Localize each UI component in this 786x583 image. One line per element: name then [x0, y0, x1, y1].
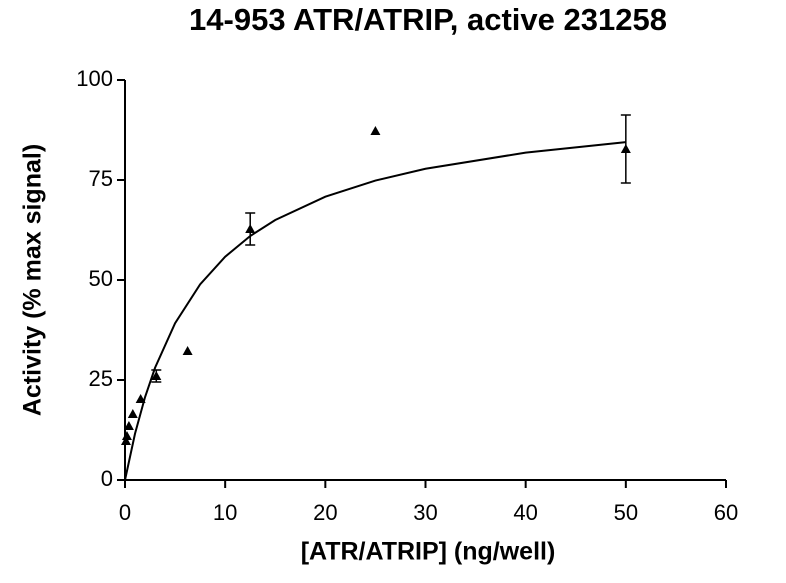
data-point	[151, 371, 162, 380]
data-point	[120, 436, 131, 445]
x-tick-label: 60	[714, 500, 738, 525]
data-point	[620, 144, 631, 153]
y-tick-label: 100	[76, 66, 113, 91]
x-tick-label: 0	[119, 500, 131, 525]
x-tick-label: 50	[614, 500, 638, 525]
x-axis-label: [ATR/ATRIP] (ng/well)	[301, 538, 556, 566]
y-axis-label: Activity (% max signal)	[19, 144, 47, 416]
y-tick-label: 50	[89, 266, 113, 291]
data-point	[135, 394, 146, 403]
data-point	[182, 346, 193, 355]
x-tick-label: 30	[413, 500, 437, 525]
data-point	[245, 224, 256, 233]
data-point	[127, 409, 138, 418]
fit-curve	[124, 141, 626, 481]
y-tick-label: 75	[89, 166, 113, 191]
y-tick-label: 25	[89, 366, 113, 391]
y-tick-label: 0	[101, 466, 113, 491]
chart-title: 14-953 ATR/ATRIP, active 231258	[189, 2, 667, 37]
data-point	[370, 126, 381, 135]
data-point	[123, 421, 134, 430]
x-tick-label: 20	[313, 500, 337, 525]
x-tick-label: 40	[513, 500, 537, 525]
x-tick-label: 10	[213, 500, 237, 525]
data-point	[121, 431, 132, 440]
